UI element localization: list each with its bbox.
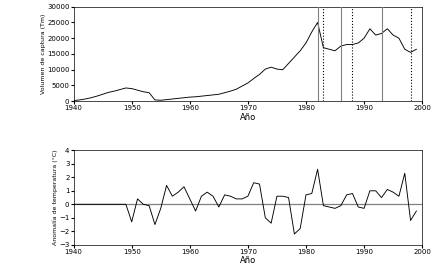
- X-axis label: Año: Año: [240, 113, 256, 122]
- Y-axis label: Volumen de captura (Tm): Volumen de captura (Tm): [41, 14, 45, 94]
- Y-axis label: Anomalía de temperatura (°C): Anomalía de temperatura (°C): [52, 150, 58, 245]
- X-axis label: Año: Año: [240, 256, 256, 265]
